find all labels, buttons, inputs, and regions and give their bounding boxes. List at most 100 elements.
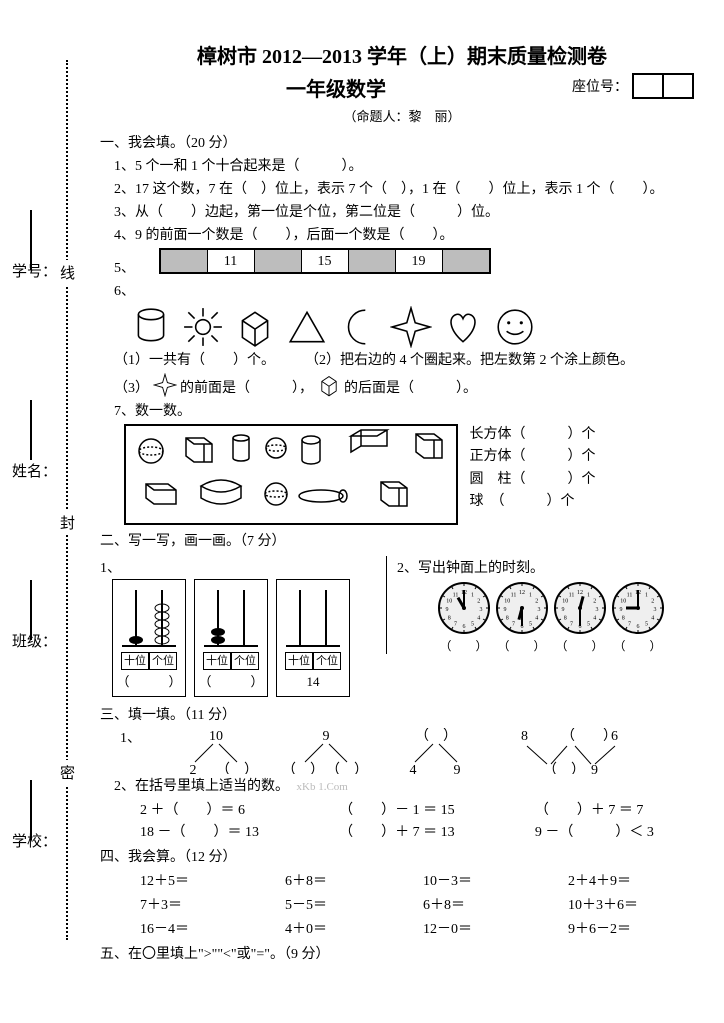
q6-2: （2）把右边的 4 个圈起来。把左数第 2 个涂上颜色。 — [305, 350, 634, 371]
num-cell[interactable] — [443, 250, 489, 272]
svg-text:10: 10 — [504, 599, 510, 605]
equation[interactable]: 9＋6－2＝ — [568, 918, 704, 938]
svg-text:4: 4 — [535, 616, 538, 622]
number-sequence-table: 11 15 19 — [159, 248, 491, 274]
fill-equation[interactable]: 18 －（ ）＝ 13 — [140, 821, 309, 841]
svg-text:11: 11 — [568, 592, 574, 598]
equation[interactable]: 6＋8＝ — [423, 894, 538, 914]
svg-text:（ ）: （ ） — [326, 762, 361, 774]
triangle-icon — [286, 306, 328, 348]
seat-number: 座位号： — [572, 73, 694, 99]
q6-3c: 的后面是（ ）。 — [344, 381, 477, 396]
num-cell: 19 — [396, 250, 443, 272]
svg-text:2: 2 — [651, 599, 654, 605]
s2-q2-label: 2、写出钟面上的时刻。 — [397, 558, 704, 579]
title-sub: 一年级数学 — [286, 79, 386, 101]
svg-text:4: 4 — [410, 763, 417, 774]
svg-text:9: 9 — [561, 607, 564, 613]
clock-answer[interactable]: （ ） — [611, 637, 665, 654]
label-number: 学号： — [12, 260, 57, 281]
svg-text:6: 6 — [462, 624, 465, 630]
heart-icon — [442, 306, 484, 348]
svg-text:2: 2 — [190, 763, 197, 774]
s1-q7: 长方体（ ）个 正方体（ ）个 圆 柱（ ）个 球 （ ）个 — [114, 424, 704, 525]
seal-xian: 线 — [60, 260, 75, 285]
clock-answer[interactable]: （ ） — [553, 637, 607, 654]
num-cell[interactable] — [161, 250, 208, 272]
equation[interactable]: 4＋0＝ — [285, 918, 393, 938]
clock-icon: 121234567891011 — [611, 581, 665, 635]
svg-text:10: 10 — [209, 729, 223, 744]
s1-header: 一、我会填。（20 分） — [100, 133, 704, 154]
star4-icon — [153, 373, 177, 397]
num-cell[interactable] — [255, 250, 302, 272]
s1-q6: 6、 — [114, 281, 704, 348]
abacus-icon — [198, 584, 264, 650]
abacus-answer: 14 — [307, 672, 320, 692]
clock-answer[interactable]: （ ） — [495, 637, 549, 654]
equation[interactable]: 12－0＝ — [423, 918, 538, 938]
cube-icon — [317, 373, 341, 397]
svg-text:2: 2 — [593, 599, 596, 605]
clock-answer[interactable]: （ ） — [437, 637, 491, 654]
svg-text:4: 4 — [477, 616, 480, 622]
svg-text:4: 4 — [651, 616, 654, 622]
num-cell[interactable] — [349, 250, 396, 272]
s3-q1-label: 1、 — [120, 728, 141, 749]
svg-text:3: 3 — [595, 607, 598, 613]
svg-text:9: 9 — [619, 607, 622, 613]
svg-text:12: 12 — [519, 590, 525, 596]
label-school: 学校： — [12, 830, 57, 851]
ones-label: 个位 — [149, 652, 177, 670]
svg-text:11: 11 — [626, 592, 632, 598]
svg-text:10: 10 — [620, 599, 626, 605]
seat-box[interactable] — [664, 73, 694, 99]
fill-equation[interactable]: （ ）－ 1 ＝ 15 — [339, 799, 505, 819]
cylinder-icon — [130, 306, 172, 348]
s3-q2: 2、在括号里填上适当的数。 xKb 1.Com — [114, 776, 704, 797]
count-cube: 正方体（ ）个 — [470, 446, 596, 468]
s1-q1: 1、5 个一和 1 个十合起来是（ ）。 — [114, 156, 704, 177]
svg-text:9: 9 — [591, 763, 598, 774]
equation[interactable]: 16－4＝ — [140, 918, 255, 938]
tens-label: 十位 — [285, 652, 313, 670]
svg-text:8: 8 — [505, 616, 508, 622]
shapes-collection-icon — [126, 426, 456, 516]
svg-text:8: 8 — [447, 616, 450, 622]
ones-label: 个位 — [313, 652, 341, 670]
underline — [30, 210, 32, 270]
fill-equation[interactable]: 9 －（ ）＜ 3 — [535, 821, 704, 841]
svg-text:2: 2 — [477, 599, 480, 605]
fill-equation[interactable]: （ ）＋ 7 ＝ 13 — [339, 821, 505, 841]
s1-q3: 3、从（ ）边起，第一位是个位，第二位是（ ）位。 — [114, 202, 704, 223]
svg-text:6: 6 — [611, 729, 618, 744]
abacus-box: 十位 个位 14 — [276, 579, 350, 697]
svg-text:3: 3 — [537, 607, 540, 613]
abacus-answer[interactable]: （ ） — [116, 672, 181, 692]
equation[interactable]: 10＋3＋6＝ — [568, 894, 704, 914]
abacus-answer[interactable]: （ ） — [198, 672, 263, 692]
equation[interactable]: 10－3＝ — [423, 870, 538, 890]
svg-text:（ ）: （ ） — [561, 728, 617, 744]
number-split: 8 （ ） 6 （ ） 9 — [511, 728, 631, 774]
equation[interactable]: 7＋3＝ — [140, 894, 255, 914]
watermark-text: xKb 1.Com — [297, 781, 348, 793]
seat-box[interactable] — [632, 73, 664, 99]
svg-text:（ ）: （ ） — [415, 728, 457, 744]
equation[interactable]: 6＋8＝ — [285, 870, 393, 890]
equation[interactable]: 12＋5＝ — [140, 870, 255, 890]
num-cell: 11 — [208, 250, 255, 272]
label-class: 班级： — [12, 630, 57, 651]
fill-equation[interactable]: 2 ＋（ ）＝ 6 — [140, 799, 309, 819]
clock-labels: （ ） （ ） （ ） （ ） — [397, 637, 704, 654]
fill-equation[interactable]: （ ）＋ 7 ＝ 7 — [535, 799, 704, 819]
svg-text:3: 3 — [653, 607, 656, 613]
count-cylinder: 圆 柱（ ）个 — [470, 469, 596, 491]
svg-text:3: 3 — [479, 607, 482, 613]
equation[interactable]: 2＋4＋9＝ — [568, 870, 704, 890]
equation[interactable]: 5－5＝ — [285, 894, 393, 914]
svg-text:（ ）: （ ） — [543, 762, 585, 774]
s1-q5: 5、 11 15 19 — [114, 248, 704, 279]
s1-q4: 4、9 的前面一个数是（ ），后面一个数是（ ）。 — [114, 225, 704, 246]
underline — [30, 780, 32, 840]
